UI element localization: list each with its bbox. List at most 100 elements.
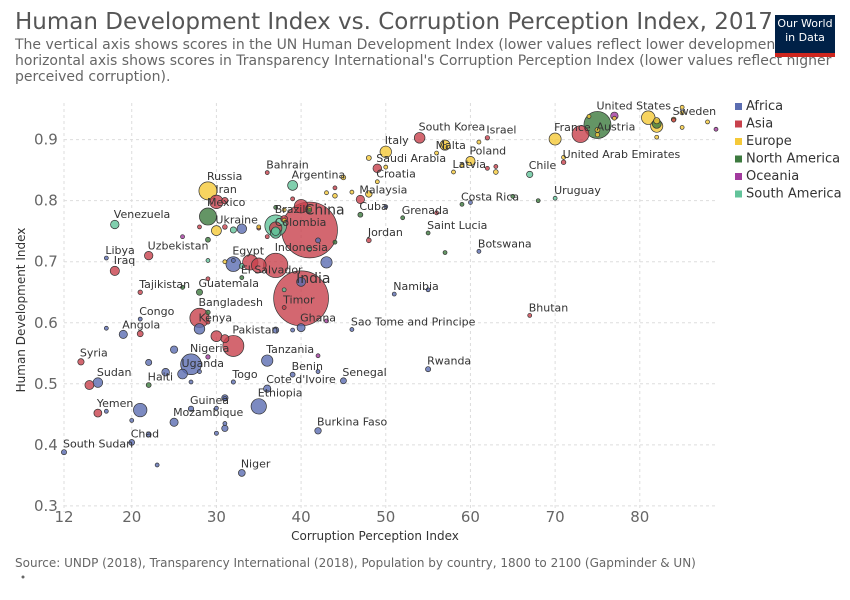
point-slovakia[interactable]: Slovakia [383, 164, 389, 170]
point-moldova[interactable]: Moldova [222, 259, 228, 265]
point-kazakhstan[interactable]: Kazakhstan [221, 197, 229, 205]
point-croatia[interactable]: Croatia [374, 179, 380, 185]
legend-swatch-north-america[interactable] [735, 155, 742, 163]
point-macedonia[interactable]: Macedonia [256, 224, 262, 230]
point-mali[interactable]: Mali [221, 424, 229, 432]
point-jordan[interactable]: Jordan [366, 237, 372, 244]
point-central-african-republic[interactable]: Central African Republic [154, 462, 160, 468]
point-nigeria[interactable]: Nigeria [180, 353, 202, 375]
point-myanmar[interactable]: Myanmar [210, 330, 223, 343]
point-gabon[interactable]: Gabon [231, 258, 236, 263]
point-portugal[interactable]: Portugal [493, 169, 499, 175]
point-singapore[interactable]: Singapore [671, 117, 677, 123]
point-malta[interactable]: Malta [434, 150, 439, 156]
point-ukraine[interactable]: Ukraine [211, 225, 222, 236]
point-netherlands[interactable]: Netherlands [653, 117, 661, 125]
point-brunei[interactable]: Brunei [485, 165, 490, 171]
point-syria[interactable]: Syria [77, 358, 85, 366]
point-nepal[interactable]: Nepal [220, 334, 230, 344]
point-south-sudan[interactable]: South Sudan [61, 449, 67, 456]
point-guinea[interactable]: Guinea [187, 405, 195, 412]
legend-swatch-oceania[interactable] [735, 173, 742, 180]
legend-label-oceania[interactable]: Oceania [746, 169, 799, 184]
point-hungary[interactable]: Hungary [340, 174, 347, 181]
point-dominican-republic[interactable]: Dominican Republic [205, 236, 211, 243]
point-libya[interactable]: Libya [103, 255, 109, 261]
point-ireland[interactable]: Ireland [586, 114, 592, 119]
point-finland[interactable]: Finland [679, 125, 685, 130]
point-congo[interactable]: Congo [137, 316, 143, 322]
point-mauritania[interactable]: Mauritania [197, 369, 202, 374]
point-luxembourg[interactable]: Luxembourg [654, 134, 660, 140]
point-switzerland[interactable]: Switzerland [679, 110, 685, 116]
legend-label-europe[interactable]: Europe [746, 134, 792, 149]
point-bahrain[interactable]: Bahrain [264, 170, 270, 175]
point-angola[interactable]: Angola [118, 329, 128, 339]
point-denmark[interactable]: Denmark [705, 119, 710, 125]
point-israel[interactable]: Israel [484, 135, 490, 141]
point-montenegro[interactable]: Montenegro [349, 189, 355, 195]
point-romania[interactable]: Romania [365, 190, 373, 198]
point-sao-tome-and-principe[interactable]: Sao Tome and Principe [349, 327, 355, 332]
point-germany[interactable]: Germany [641, 110, 656, 125]
point-lithuania[interactable]: Lithuania [459, 162, 465, 168]
point-azerbaijan[interactable]: Azerbaijan [222, 224, 228, 230]
point-russia[interactable]: Russia [198, 181, 218, 201]
point-turkey[interactable]: Turkey [293, 199, 309, 214]
legend-swatch-africa[interactable] [735, 103, 742, 110]
point-liberia[interactable]: Liberia [222, 421, 228, 426]
point-bosnia-and-herzegovina[interactable]: Bosnia and Herzegovina [281, 217, 287, 223]
point-yemen[interactable]: Yemen [93, 408, 103, 418]
point-niger[interactable]: Niger [238, 469, 246, 477]
point-gambia[interactable]: Gambia [214, 405, 219, 411]
legend-swatch-europe[interactable] [735, 138, 742, 145]
point-namibia[interactable]: Namibia [391, 291, 397, 297]
point-estonia[interactable]: Estonia [561, 154, 566, 160]
point-trinidad-and-tobago[interactable]: Trinidad and Tobago [307, 208, 312, 213]
point-bolivia[interactable]: Bolivia [238, 263, 245, 269]
point-grenada[interactable]: Grenada [400, 215, 406, 221]
point-iceland[interactable]: Iceland [612, 115, 617, 121]
legend-swatch-asia[interactable] [735, 120, 742, 128]
point-bulgaria[interactable]: Bulgaria [324, 190, 329, 196]
point-kyrgyzstan[interactable]: Kyrgyzstan [205, 276, 211, 282]
point-lesotho[interactable]: Lesotho [315, 369, 321, 374]
point-ethiopia[interactable]: Ethiopia [250, 398, 267, 415]
point-botswana[interactable]: Botswana [476, 248, 482, 254]
point-iraq[interactable]: Iraq [109, 265, 120, 276]
point-united-arab-emirates[interactable]: United Arab Emirates [560, 159, 567, 165]
point-chile[interactable]: Chile [526, 170, 534, 178]
point-united-states[interactable]: United States [583, 111, 612, 139]
point-benin[interactable]: Benin [289, 371, 296, 378]
legend-swatch-south-america[interactable] [735, 190, 742, 198]
point-guyana[interactable]: Guyana [281, 287, 287, 293]
point-bhutan[interactable]: Bhutan [527, 313, 533, 318]
point-kenya[interactable]: Kenya [193, 323, 206, 335]
point-tanzania[interactable]: Tanzania [261, 354, 274, 367]
point-timor[interactable]: Timor [281, 305, 287, 310]
point-mauritius[interactable]: Mauritius [383, 204, 389, 210]
owid-logo[interactable]: Our World in Data [775, 15, 835, 57]
point-italy[interactable]: Italy [379, 145, 392, 158]
point-bahamas[interactable]: Bahamas [510, 194, 516, 199]
point-seychelles[interactable]: Seychelles [468, 200, 473, 205]
point-haiti[interactable]: Haiti [145, 382, 152, 388]
point-burundi[interactable]: Burundi [145, 431, 152, 438]
point-sierra-leone[interactable]: Sierra Leone [213, 430, 219, 436]
point-jamaica[interactable]: Jamaica [332, 239, 338, 245]
legend-label-north-america[interactable]: North America [746, 152, 840, 167]
point-barbados[interactable]: Barbados [535, 198, 541, 204]
point-honduras[interactable]: Honduras [205, 309, 211, 316]
point-uruguay[interactable]: Uruguay [552, 195, 558, 201]
point-oman[interactable]: Oman [332, 185, 338, 191]
point-uganda[interactable]: Uganda [177, 368, 188, 380]
point-panama[interactable]: Panama [273, 205, 279, 210]
point-cape-verde[interactable]: Cape Verde [425, 287, 431, 293]
point-fiji[interactable]: Fiji [180, 234, 185, 240]
point-vanuatu[interactable]: Vanuatu [324, 318, 329, 324]
point-dr-congo[interactable]: DR Congo [133, 402, 148, 418]
point-mongolia[interactable]: Mongolia [264, 234, 270, 240]
point-georgia[interactable]: Georgia [434, 210, 439, 216]
point-nicaragua[interactable]: Nicaragua [180, 285, 185, 290]
point-slovenia[interactable]: Slovenia [476, 139, 482, 145]
